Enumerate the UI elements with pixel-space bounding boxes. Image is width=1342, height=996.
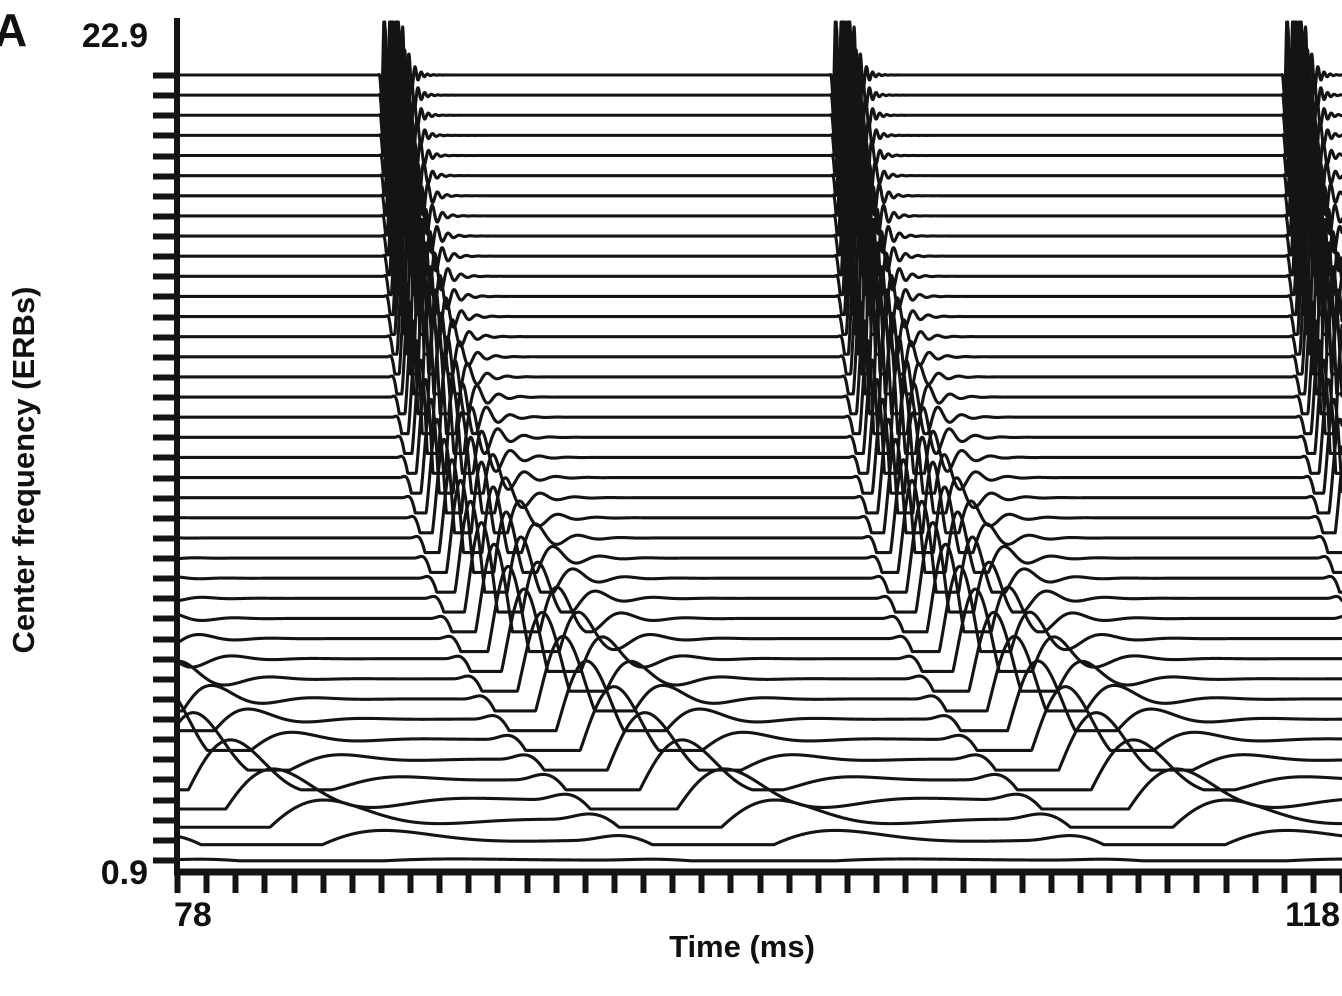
x-axis-ticks: [174, 872, 1342, 893]
waveform-trace: [175, 458, 1342, 555]
waveform-trace: [175, 45, 1342, 178]
waveform-trace: [175, 711, 1342, 772]
waveform-trace: [175, 397, 1342, 495]
x-axis-min-tick-label: 78: [174, 896, 212, 934]
waveform-trace: [175, 199, 1342, 317]
waveform-trace: [175, 358, 1342, 456]
waveform-trace: [175, 828, 1342, 847]
x-axis-max-tick-label: 118: [1285, 896, 1340, 934]
panel-label: A: [0, 4, 27, 56]
waveform-trace: [175, 177, 1342, 297]
y-axis-ticks: [153, 72, 180, 864]
y-axis-max-tick-label: 22.9: [82, 17, 148, 55]
waveform-trace: [175, 767, 1342, 811]
waveform-trace: [175, 499, 1342, 594]
waveform-trace: [175, 222, 1342, 336]
waveform-trace: [175, 857, 1342, 863]
waveform-traces: [175, 20, 1342, 863]
y-axis-label: Center frequency (ERBs): [6, 287, 41, 654]
y-axis-label-text: Center frequency (ERBs): [6, 287, 41, 654]
waveform-trace: [175, 659, 1342, 733]
waveform-trace: [175, 377, 1342, 475]
waveform-trace: [175, 88, 1342, 217]
y-axis-min-tick-label: 0.9: [101, 854, 148, 892]
waveform-trace: [175, 314, 1342, 416]
x-axis-label: Time (ms): [669, 929, 815, 964]
waveform-trace: [175, 132, 1342, 257]
waveform-trace: [175, 66, 1342, 197]
waveform-trace: [175, 267, 1342, 376]
waveform-trace: [175, 338, 1342, 436]
waveform-trace: [175, 634, 1342, 713]
waveform-trace: [175, 685, 1342, 752]
waveform-trace: [175, 20, 1342, 118]
axis-lines: [153, 18, 1342, 893]
waveform-trace: [175, 738, 1342, 792]
waveform-trace: [175, 154, 1342, 277]
waveform-trace: [175, 437, 1342, 535]
waveform-trace: [175, 478, 1342, 574]
waveform-trace: [175, 564, 1342, 654]
waveform-trace: [175, 521, 1342, 614]
waveform-trace: [175, 587, 1342, 673]
waveform-trace: [175, 109, 1342, 237]
waveform-trace: [175, 245, 1342, 356]
waveform-trace: [175, 291, 1342, 396]
waveform-trace: [175, 610, 1342, 693]
waveform-trace: [175, 798, 1342, 829]
waveform-trace: [175, 417, 1342, 515]
waveform-trace: [175, 20, 1342, 98]
waveform-trace: [175, 23, 1342, 158]
panel-label-text: A: [0, 4, 27, 56]
waveform-trace: [175, 542, 1342, 634]
x-axis-label-text: Time (ms): [669, 929, 815, 964]
waveform-trace: [175, 20, 1342, 138]
